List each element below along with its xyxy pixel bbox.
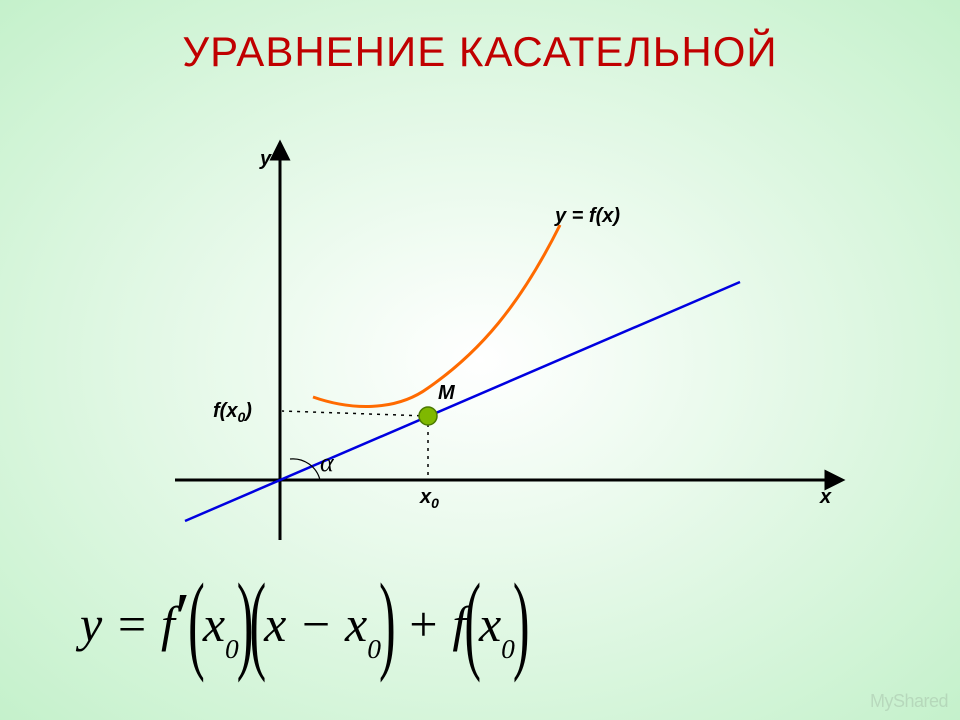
guide-to-y-axis <box>282 411 428 416</box>
tangent-point <box>419 407 437 425</box>
y-axis-label: y <box>260 148 271 171</box>
formula-x3: x <box>345 596 367 652</box>
formula-x4: x <box>479 596 501 652</box>
point-m-label: M <box>438 382 455 405</box>
watermark: MyShared <box>870 691 948 712</box>
function-curve <box>313 225 560 407</box>
page-title: УРАВНЕНИЕ КАСАТЕЛЬНОЙ <box>0 28 960 76</box>
curve-label: y = f(x) <box>555 205 620 228</box>
formula-lp2: ( <box>249 558 266 686</box>
formula-y: y <box>80 596 102 652</box>
formula-x1: x <box>203 596 225 652</box>
formula-rp2: ) <box>379 558 396 686</box>
tangent-line <box>185 282 740 521</box>
formula-minus: − <box>286 596 345 652</box>
fx0-label: f(x0) <box>213 400 252 425</box>
formula-lp1: ( <box>188 558 205 686</box>
formula-eq: = <box>102 596 161 652</box>
formula-lp3: ( <box>464 558 481 686</box>
angle-alpha-label: α <box>320 448 334 478</box>
formula-rp3: ) <box>513 558 530 686</box>
x0-label: x0 <box>420 486 439 511</box>
tangent-equation-formula: y = f′(x0)(x − x0) + f(x0) <box>80 595 528 653</box>
formula-f1: f <box>161 596 175 652</box>
x-axis-label: x <box>820 486 831 509</box>
formula-x2: x <box>264 596 286 652</box>
formula-plus: + <box>394 596 453 652</box>
